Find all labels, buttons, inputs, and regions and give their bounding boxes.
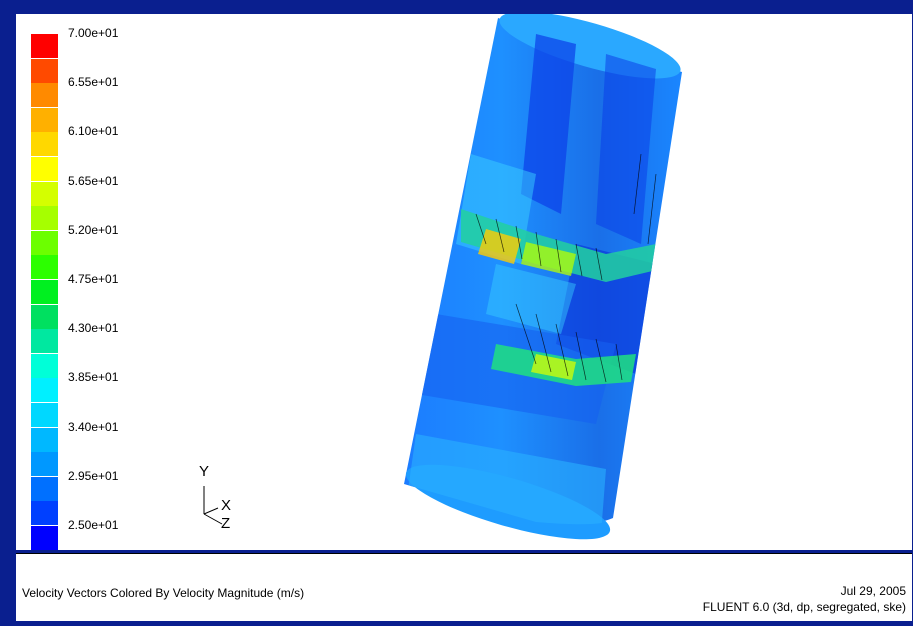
legend-label: 3.40e+01: [68, 419, 119, 434]
legend-swatch: [31, 526, 58, 550]
legend-swatch: [31, 476, 58, 501]
legend-swatch: [31, 452, 58, 477]
legend-swatch: [31, 329, 58, 354]
legend-swatch: [31, 353, 58, 378]
graphics-viewport[interactable]: 7.00e+01 6.55e+01 6.10e+01 5.65e+01 5.20e+01…: [16, 14, 912, 550]
legend-swatch: [31, 34, 58, 58]
legend-label: 4.75e+01: [68, 272, 119, 286]
legend-swatch: [31, 132, 58, 157]
legend-swatch: [31, 280, 58, 304]
legend-swatch: [31, 378, 58, 403]
legend-label: 5.65e+01: [68, 173, 119, 188]
legend-label: 2.50e+01: [68, 518, 119, 532]
legend-swatch: [31, 501, 58, 526]
legend-swatch: [31, 304, 58, 329]
legend-label: 2.95e+01: [68, 468, 119, 483]
legend-swatch: [31, 58, 58, 83]
solver-info: FLUENT 6.0 (3d, dp, segregated, ske): [702, 600, 906, 614]
legend-swatch: [31, 107, 58, 132]
legend-swatch: [31, 157, 58, 181]
legend-label: 6.55e+01: [68, 75, 119, 90]
plot-title: Velocity Vectors Colored By Velocity Mag…: [22, 586, 305, 600]
plot-date: Jul 29, 2005: [840, 584, 906, 598]
legend-swatch: [31, 181, 58, 206]
axis-triad: [203, 486, 223, 525]
legend-label: 5.20e+01: [68, 222, 119, 237]
legend-label: 3.85e+01: [68, 370, 119, 385]
legend-swatch: [31, 427, 58, 452]
legend-swatch: [31, 403, 58, 427]
legend-label: 4.30e+01: [68, 321, 119, 336]
legend-label: 6.10e+01: [68, 124, 119, 139]
legend-label: 7.00e+01: [68, 26, 119, 40]
axis-y-label: Y: [199, 463, 210, 480]
cylinder-top: [499, 14, 681, 79]
axis-x-label: X: [221, 497, 232, 514]
legend-swatch: [31, 230, 58, 255]
caption-bar: Velocity Vectors Colored By Velocity Mag…: [16, 553, 912, 621]
legend-swatch: [31, 206, 58, 231]
legend-swatch: [31, 255, 58, 280]
velocity-vector-plot: [404, 14, 682, 540]
axis-z-label: Z: [221, 515, 231, 532]
legend-swatch: [31, 83, 58, 108]
